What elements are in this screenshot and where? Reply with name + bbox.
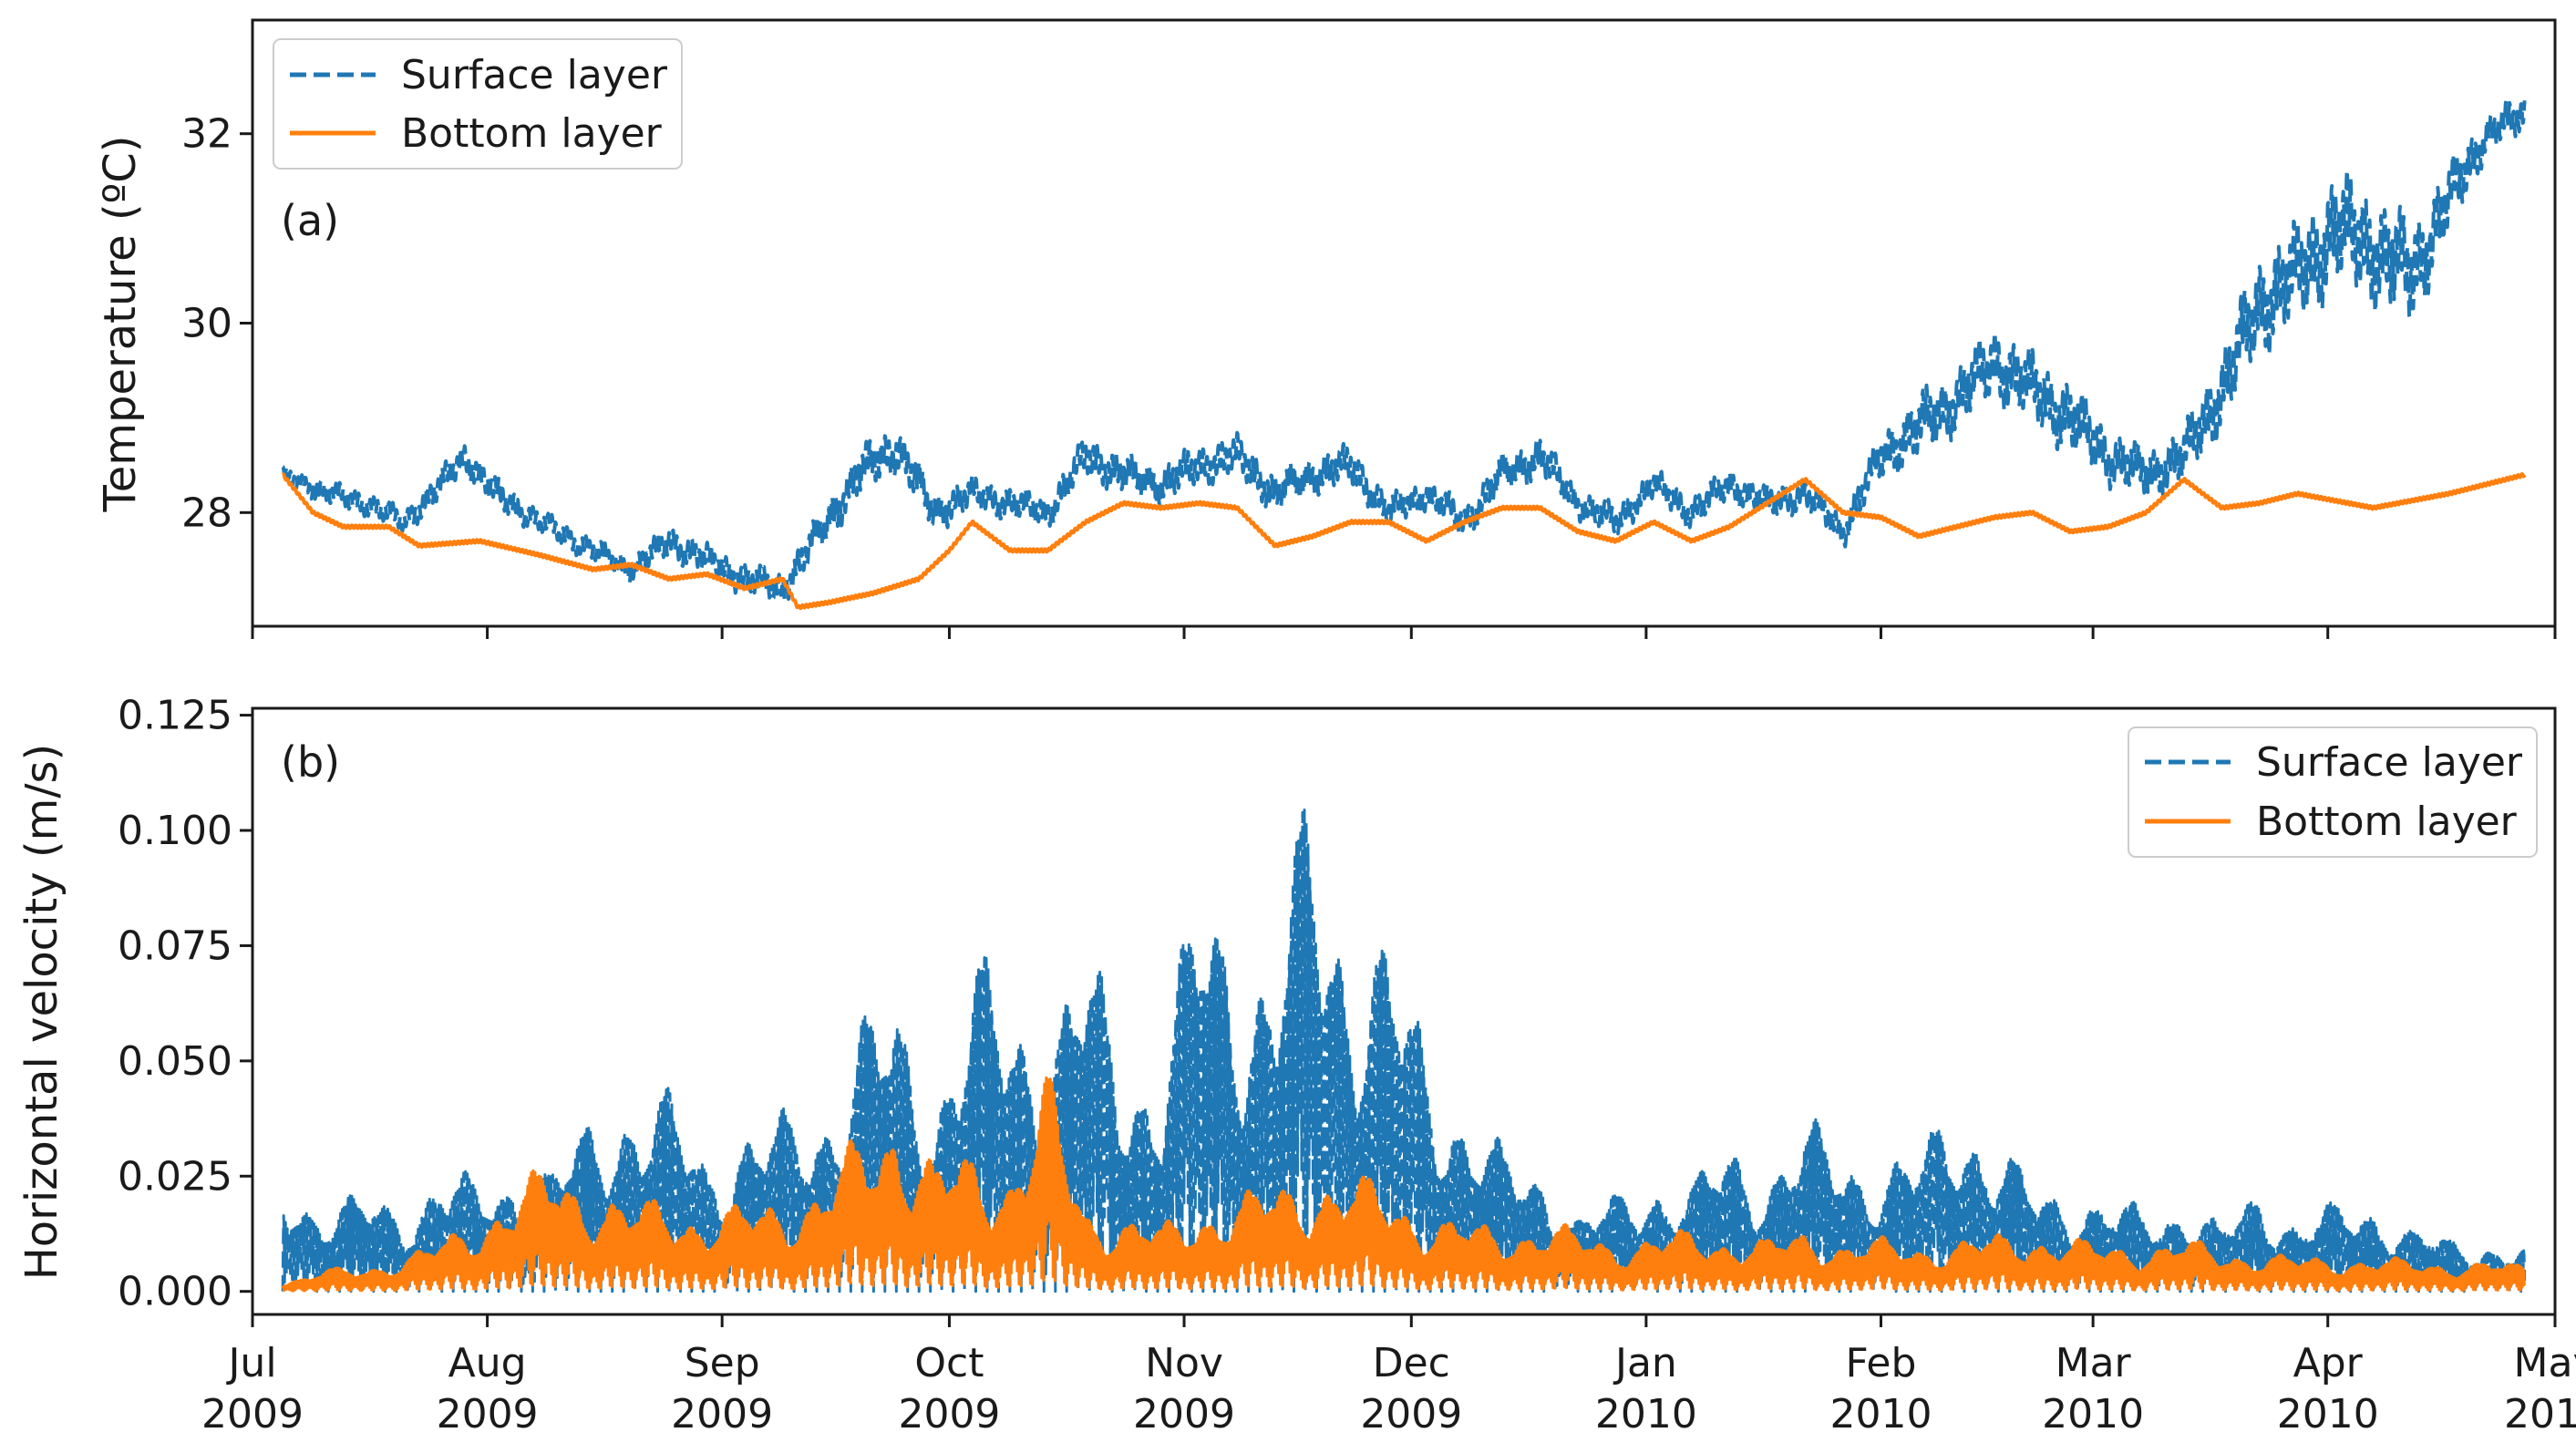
panel-b-series-group xyxy=(281,809,2527,1293)
xtick-label-year: 2010 xyxy=(1829,1391,1932,1438)
panel-b-frame xyxy=(251,706,2557,1316)
panel-a-series-surface-line xyxy=(281,98,2527,602)
panel-b: 0.000 0.025 0.050 0.075 0.100 0.125 Jul 2009 Au… xyxy=(16,693,2576,1438)
xtick-label-month: Dec xyxy=(1373,1340,1450,1386)
panel-b-ytick-label: 0.025 xyxy=(118,1153,232,1200)
xtick-label-year: 2009 xyxy=(201,1391,304,1438)
panel-a-series-group xyxy=(281,98,2527,611)
panel-b-ytick-label: 0.125 xyxy=(118,693,232,739)
xtick-label-month: Jan xyxy=(1613,1340,1677,1386)
xtick-label-year: 2010 xyxy=(2277,1391,2379,1438)
xtick-label-month: May xyxy=(2514,1340,2576,1386)
xtick-label-year: 2009 xyxy=(1133,1391,1235,1438)
panel-a-y-axis-label: Temperature (ºC) xyxy=(95,136,146,513)
panel-a-legend-bottom-text: Bottom layer xyxy=(401,110,663,157)
panel-a-ytick-label: 30 xyxy=(181,301,232,347)
xtick-label-month: Oct xyxy=(914,1340,984,1386)
panel-b-ytick-label: 0.100 xyxy=(118,808,232,854)
xtick-label-month: Jul xyxy=(225,1340,276,1386)
panel-a-y-axis: 28 30 32 xyxy=(181,111,252,536)
xtick-label-year: 2009 xyxy=(437,1391,539,1438)
xtick-label-year: 2009 xyxy=(671,1391,773,1438)
panel-b-x-axis: Jul 2009 Aug 2009 Sep 2009 Oct 2009 Nov 2009 Dec 20… xyxy=(201,1314,2576,1438)
panel-b-label: (b) xyxy=(281,737,340,787)
xtick-label-year: 2009 xyxy=(1360,1391,1462,1438)
xtick-label-month: Nov xyxy=(1145,1340,1223,1386)
panel-b-y-axis-label: Horizontal velocity (m/s) xyxy=(16,744,67,1281)
panel-a-series-bottom-line xyxy=(281,472,2527,611)
panel-b-ytick-label: 0.075 xyxy=(118,922,232,969)
panel-a-label: (a) xyxy=(281,196,339,245)
panel-a-legend-surface-text: Surface layer xyxy=(401,52,668,98)
panel-a-x-axis xyxy=(251,626,2557,639)
panel-b-ytick-label: 0.050 xyxy=(118,1038,232,1085)
panel-a: 28 30 32 (a) Temperature (ºC) Surface laye… xyxy=(95,18,2557,639)
xtick-label-month: Sep xyxy=(685,1340,760,1386)
xtick-label-year: 2010 xyxy=(1595,1391,1697,1438)
panel-b-legend-surface-text: Surface layer xyxy=(2256,739,2523,786)
panel-b-legend-bottom-text: Bottom layer xyxy=(2256,799,2518,845)
panel-b-ytick-label: 0.000 xyxy=(118,1269,232,1315)
panel-a-legend: Surface layer Bottom layer xyxy=(273,38,683,170)
panel-b-y-axis: 0.000 0.025 0.050 0.075 0.100 0.125 xyxy=(118,693,252,1315)
panel-a-ytick-label: 32 xyxy=(181,111,232,158)
xtick-label-month: Mar xyxy=(2056,1340,2132,1386)
panel-b-legend: Surface layer Bottom layer xyxy=(2128,726,2538,858)
panel-b-series-surface-line xyxy=(281,809,2527,1293)
xtick-label-year: 2009 xyxy=(898,1391,1000,1438)
xtick-label-year: 2010 xyxy=(2042,1391,2144,1438)
xtick-label-month: Feb xyxy=(1846,1340,1917,1386)
panel-b-series-bottom-line xyxy=(281,1076,2527,1293)
xtick-label-month: Apr xyxy=(2293,1340,2364,1386)
panel-a-legend-box xyxy=(273,38,683,170)
xtick-label-month: Aug xyxy=(448,1340,527,1386)
panel-a-ytick-label: 28 xyxy=(181,489,232,536)
xtick-label-year: 2010 xyxy=(2504,1391,2576,1438)
